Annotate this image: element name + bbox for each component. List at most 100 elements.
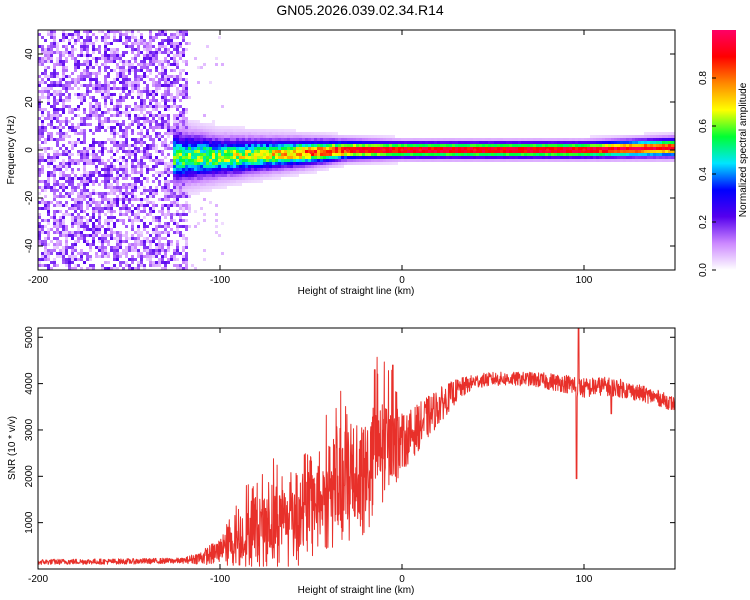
heatmap-cell [329, 144, 332, 147]
heatmap-cell [185, 195, 188, 198]
heatmap-cell [101, 267, 104, 270]
heatmap-cell [38, 159, 41, 162]
heatmap-cell [116, 198, 119, 201]
heatmap-cell [191, 129, 194, 132]
heatmap-cell [443, 144, 446, 147]
heatmap-cell [320, 162, 323, 165]
heatmap-cell [653, 144, 656, 147]
heatmap-cell [518, 138, 521, 141]
heatmap-cell [89, 147, 92, 150]
heatmap-cell [308, 135, 311, 138]
heatmap-cell [83, 228, 86, 231]
heatmap-cell [554, 138, 557, 141]
heatmap-cell [53, 183, 56, 186]
heatmap-cell [47, 264, 50, 267]
heatmap-cell [227, 135, 230, 138]
heatmap-cell [143, 102, 146, 105]
heatmap-cell [41, 225, 44, 228]
heatmap-cell [143, 243, 146, 246]
heatmap-cell [260, 141, 263, 144]
heatmap-cell [383, 147, 386, 150]
heatmap-cell [128, 105, 131, 108]
heatmap-cell [185, 120, 188, 123]
heatmap-cell [263, 171, 266, 174]
heatmap-cell [62, 51, 65, 54]
heatmap-cell [197, 120, 200, 123]
heatmap-cell [197, 171, 200, 174]
heatmap-cell [173, 150, 176, 153]
heatmap-cell [302, 132, 305, 135]
heatmap-cell [143, 177, 146, 180]
heatmap-cell [281, 174, 284, 177]
heatmap-cell [572, 141, 575, 144]
heatmap-cell [173, 258, 176, 261]
heatmap-cell [242, 156, 245, 159]
heatmap-cell [104, 222, 107, 225]
heatmap-cell [347, 147, 350, 150]
heatmap-cell [269, 147, 272, 150]
heatmap-cell [476, 159, 479, 162]
heatmap-cell [101, 249, 104, 252]
heatmap-cell [269, 159, 272, 162]
heatmap-cell [104, 231, 107, 234]
snr-x-tick-label: -200 [28, 574, 48, 585]
heatmap-cell [509, 144, 512, 147]
heatmap-cell [89, 249, 92, 252]
heatmap-cell [317, 144, 320, 147]
heatmap-cell [356, 138, 359, 141]
heatmap-cell [62, 183, 65, 186]
heatmap-cell [458, 156, 461, 159]
heatmap-cell [341, 153, 344, 156]
heatmap-cell [80, 36, 83, 39]
heatmap-cell [653, 132, 656, 135]
heatmap-cell [293, 135, 296, 138]
heatmap-cell [77, 54, 80, 57]
heatmap-cell [521, 150, 524, 153]
heatmap-cell [179, 207, 182, 210]
heatmap-cell [59, 255, 62, 258]
heatmap-cell [47, 237, 50, 240]
heatmap-cell [77, 114, 80, 117]
heatmap-cell [263, 132, 266, 135]
heatmap-cell [86, 123, 89, 126]
heatmap-cell [233, 159, 236, 162]
heatmap-cell [269, 138, 272, 141]
heatmap-cell [131, 120, 134, 123]
heatmap-cell [119, 210, 122, 213]
heatmap-cell [92, 192, 95, 195]
heatmap-cell [596, 147, 599, 150]
heatmap-cell [95, 114, 98, 117]
heatmap-cell [119, 102, 122, 105]
heatmap-cell [503, 150, 506, 153]
heatmap-cell [119, 129, 122, 132]
heatmap-cell [98, 204, 101, 207]
heatmap-cell [422, 156, 425, 159]
heatmap-cell [98, 144, 101, 147]
snr-line [38, 328, 675, 567]
heatmap-cell [92, 189, 95, 192]
heatmap-cell [647, 147, 650, 150]
heatmap-cell [170, 201, 173, 204]
heatmap-cell [359, 162, 362, 165]
heatmap-cell [116, 246, 119, 249]
heatmap-cell [251, 144, 254, 147]
heatmap-cell [365, 135, 368, 138]
heatmap-cell [626, 135, 629, 138]
heatmap-cell [257, 153, 260, 156]
heatmap-cell [644, 159, 647, 162]
heatmap-cell [227, 132, 230, 135]
heatmap-cell [185, 63, 188, 66]
heatmap-cell [41, 135, 44, 138]
heatmap-cell [131, 48, 134, 51]
heatmap-cell [206, 189, 209, 192]
heatmap-cell [428, 138, 431, 141]
heatmap-cell [272, 141, 275, 144]
heatmap-cell [44, 219, 47, 222]
heatmap-cell [485, 144, 488, 147]
heatmap-cell [551, 141, 554, 144]
heatmap-cell [131, 249, 134, 252]
heatmap-cell [146, 75, 149, 78]
heatmap-cell [221, 180, 224, 183]
heatmap-cell [227, 150, 230, 153]
heatmap-cell [620, 156, 623, 159]
